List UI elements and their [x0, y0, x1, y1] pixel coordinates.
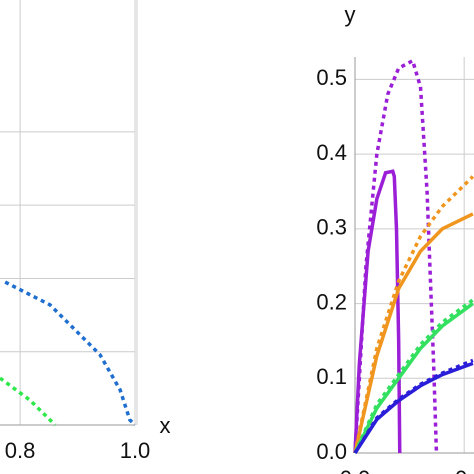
y-tick-label: 0.5: [316, 65, 347, 90]
data-line: [4, 280, 137, 427]
y-tick-label: 0.3: [316, 215, 347, 240]
x-tick-label: 0.0: [340, 466, 371, 474]
data-line: [353, 361, 474, 454]
data-line: [353, 169, 402, 454]
y-tick-label: 0.1: [316, 364, 347, 389]
y-axis-label: y: [345, 2, 356, 27]
data-line: [353, 212, 474, 454]
data-line: [353, 58, 439, 454]
data-line: [353, 302, 474, 454]
x-axis-label: x: [160, 413, 171, 438]
y-tick-label: 0.4: [316, 140, 347, 165]
x-tick-label: 0.: [455, 466, 473, 474]
data-line: [0, 376, 57, 427]
y-tick-label: 0.2: [316, 289, 347, 314]
y-tick-label: 0.0: [316, 439, 347, 464]
x-tick-label: 1.0: [120, 438, 151, 463]
x-tick-label: 0.8: [5, 438, 36, 463]
